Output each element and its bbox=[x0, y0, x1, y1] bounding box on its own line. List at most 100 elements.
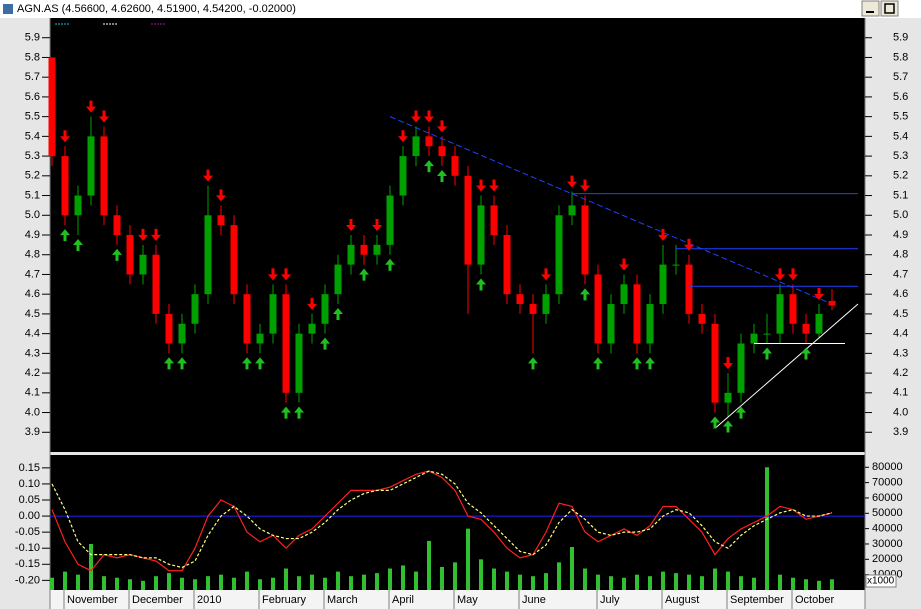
minimize-button[interactable] bbox=[861, 0, 880, 17]
sell-arrow bbox=[86, 100, 96, 113]
volume-bar bbox=[128, 579, 132, 590]
volume-bar bbox=[284, 568, 288, 590]
volume-bar bbox=[63, 571, 67, 590]
volume-bar bbox=[713, 568, 717, 590]
maximize-button[interactable] bbox=[880, 0, 899, 17]
candle-body bbox=[646, 304, 654, 344]
volume-bar bbox=[687, 574, 691, 590]
volume-bar bbox=[661, 571, 665, 590]
sell-arrow bbox=[372, 219, 382, 231]
sell-arrow bbox=[476, 179, 486, 192]
buy-arrow bbox=[437, 169, 447, 182]
candle-body bbox=[126, 235, 134, 275]
y-tick-label: 5.6 bbox=[25, 91, 40, 103]
candle-body bbox=[789, 294, 797, 324]
macd-plot-area bbox=[50, 455, 865, 590]
y-tick-label: 0.00 bbox=[19, 510, 40, 522]
x-tick-label: October bbox=[795, 594, 834, 606]
candle-body bbox=[87, 136, 95, 196]
buy-arrow bbox=[164, 357, 174, 370]
volume-bar bbox=[219, 574, 223, 590]
candle-body bbox=[360, 244, 368, 255]
y-tick-label: 0.15 bbox=[19, 462, 40, 474]
y-tick-label: 4.3 bbox=[25, 347, 40, 359]
y-tick-label: -0.05 bbox=[15, 526, 40, 538]
volume-bar bbox=[817, 580, 821, 590]
volume-bar bbox=[635, 574, 639, 590]
candle-body bbox=[659, 264, 667, 305]
legend-label: MM300 bbox=[166, 18, 203, 30]
candle-body bbox=[698, 313, 706, 324]
y2-tick-label: 40000 bbox=[872, 523, 903, 535]
candle-body bbox=[321, 294, 329, 324]
volume-bar bbox=[388, 568, 392, 590]
y-tick-label: 4.1 bbox=[25, 387, 40, 399]
y-tick-label: -0.10 bbox=[15, 542, 40, 554]
candle-body bbox=[815, 313, 823, 334]
candle-body bbox=[672, 264, 680, 266]
buy-arrow bbox=[359, 268, 369, 281]
candle-body bbox=[451, 156, 459, 176]
x-tick-label: September bbox=[730, 594, 784, 606]
candle-body bbox=[74, 195, 82, 216]
candle-body bbox=[503, 235, 511, 295]
volume-bar bbox=[700, 576, 704, 590]
candle-body bbox=[750, 333, 758, 344]
candle-body bbox=[243, 294, 251, 344]
buy-arrow bbox=[385, 258, 395, 271]
volume-bar bbox=[648, 576, 652, 590]
volume-bar bbox=[427, 540, 431, 590]
volume-bar bbox=[440, 566, 444, 590]
sell-arrow bbox=[814, 288, 824, 301]
candle-body bbox=[113, 215, 121, 235]
candle-body bbox=[425, 136, 433, 147]
sell-arrow bbox=[489, 179, 499, 192]
y-tick-label-right: 4.4 bbox=[893, 328, 908, 340]
macd-line bbox=[51, 470, 833, 569]
buy-arrow bbox=[632, 357, 642, 370]
volume-bar bbox=[297, 576, 301, 590]
candle-body bbox=[581, 205, 589, 275]
y2-tick-label: 70000 bbox=[872, 477, 903, 489]
volume-bar bbox=[505, 571, 509, 590]
y-tick-label-right: 4.8 bbox=[893, 249, 908, 261]
buy-arrow bbox=[762, 347, 772, 360]
buy-arrow bbox=[424, 160, 434, 173]
x-tick-label: July bbox=[600, 594, 620, 606]
candle-body bbox=[568, 205, 576, 216]
volume-bar bbox=[765, 467, 769, 590]
y-tick-label-right: 5.0 bbox=[893, 209, 908, 221]
y-tick-label-right: 5.5 bbox=[893, 111, 908, 123]
candle-body bbox=[620, 284, 628, 305]
sell-arrow bbox=[268, 268, 278, 281]
candle-body bbox=[217, 215, 225, 226]
y2-tick-label: 50000 bbox=[872, 507, 903, 519]
candle-body bbox=[308, 323, 316, 334]
series-label: MACD bbox=[55, 463, 99, 480]
sell-arrow bbox=[775, 268, 785, 281]
volume-bar bbox=[596, 574, 600, 590]
sell-arrow bbox=[580, 179, 590, 192]
candle-body bbox=[48, 57, 56, 157]
y-tick-label-right: 5.6 bbox=[893, 91, 908, 103]
buy-arrow bbox=[801, 347, 811, 360]
y-tick-label-right: 5.8 bbox=[893, 51, 908, 63]
y-tick-label: 5.7 bbox=[25, 71, 40, 83]
maximize-glyph bbox=[884, 3, 895, 14]
y-tick-label: 3.9 bbox=[25, 426, 40, 438]
sell-arrow bbox=[788, 268, 798, 281]
volume-bar bbox=[739, 576, 743, 590]
candle-body bbox=[386, 195, 394, 245]
minimize-frame[interactable] bbox=[861, 0, 880, 17]
volume-bar bbox=[349, 576, 353, 590]
buy-arrow bbox=[112, 248, 122, 261]
buy-arrow bbox=[320, 337, 330, 350]
candle-body bbox=[477, 205, 485, 265]
macd-line bbox=[51, 470, 833, 572]
volume-bar bbox=[778, 574, 782, 590]
buy-arrow bbox=[723, 420, 733, 433]
buy-arrow bbox=[73, 239, 83, 251]
y-tick-label-right: 4.6 bbox=[893, 288, 908, 300]
volume-bar bbox=[518, 574, 522, 590]
